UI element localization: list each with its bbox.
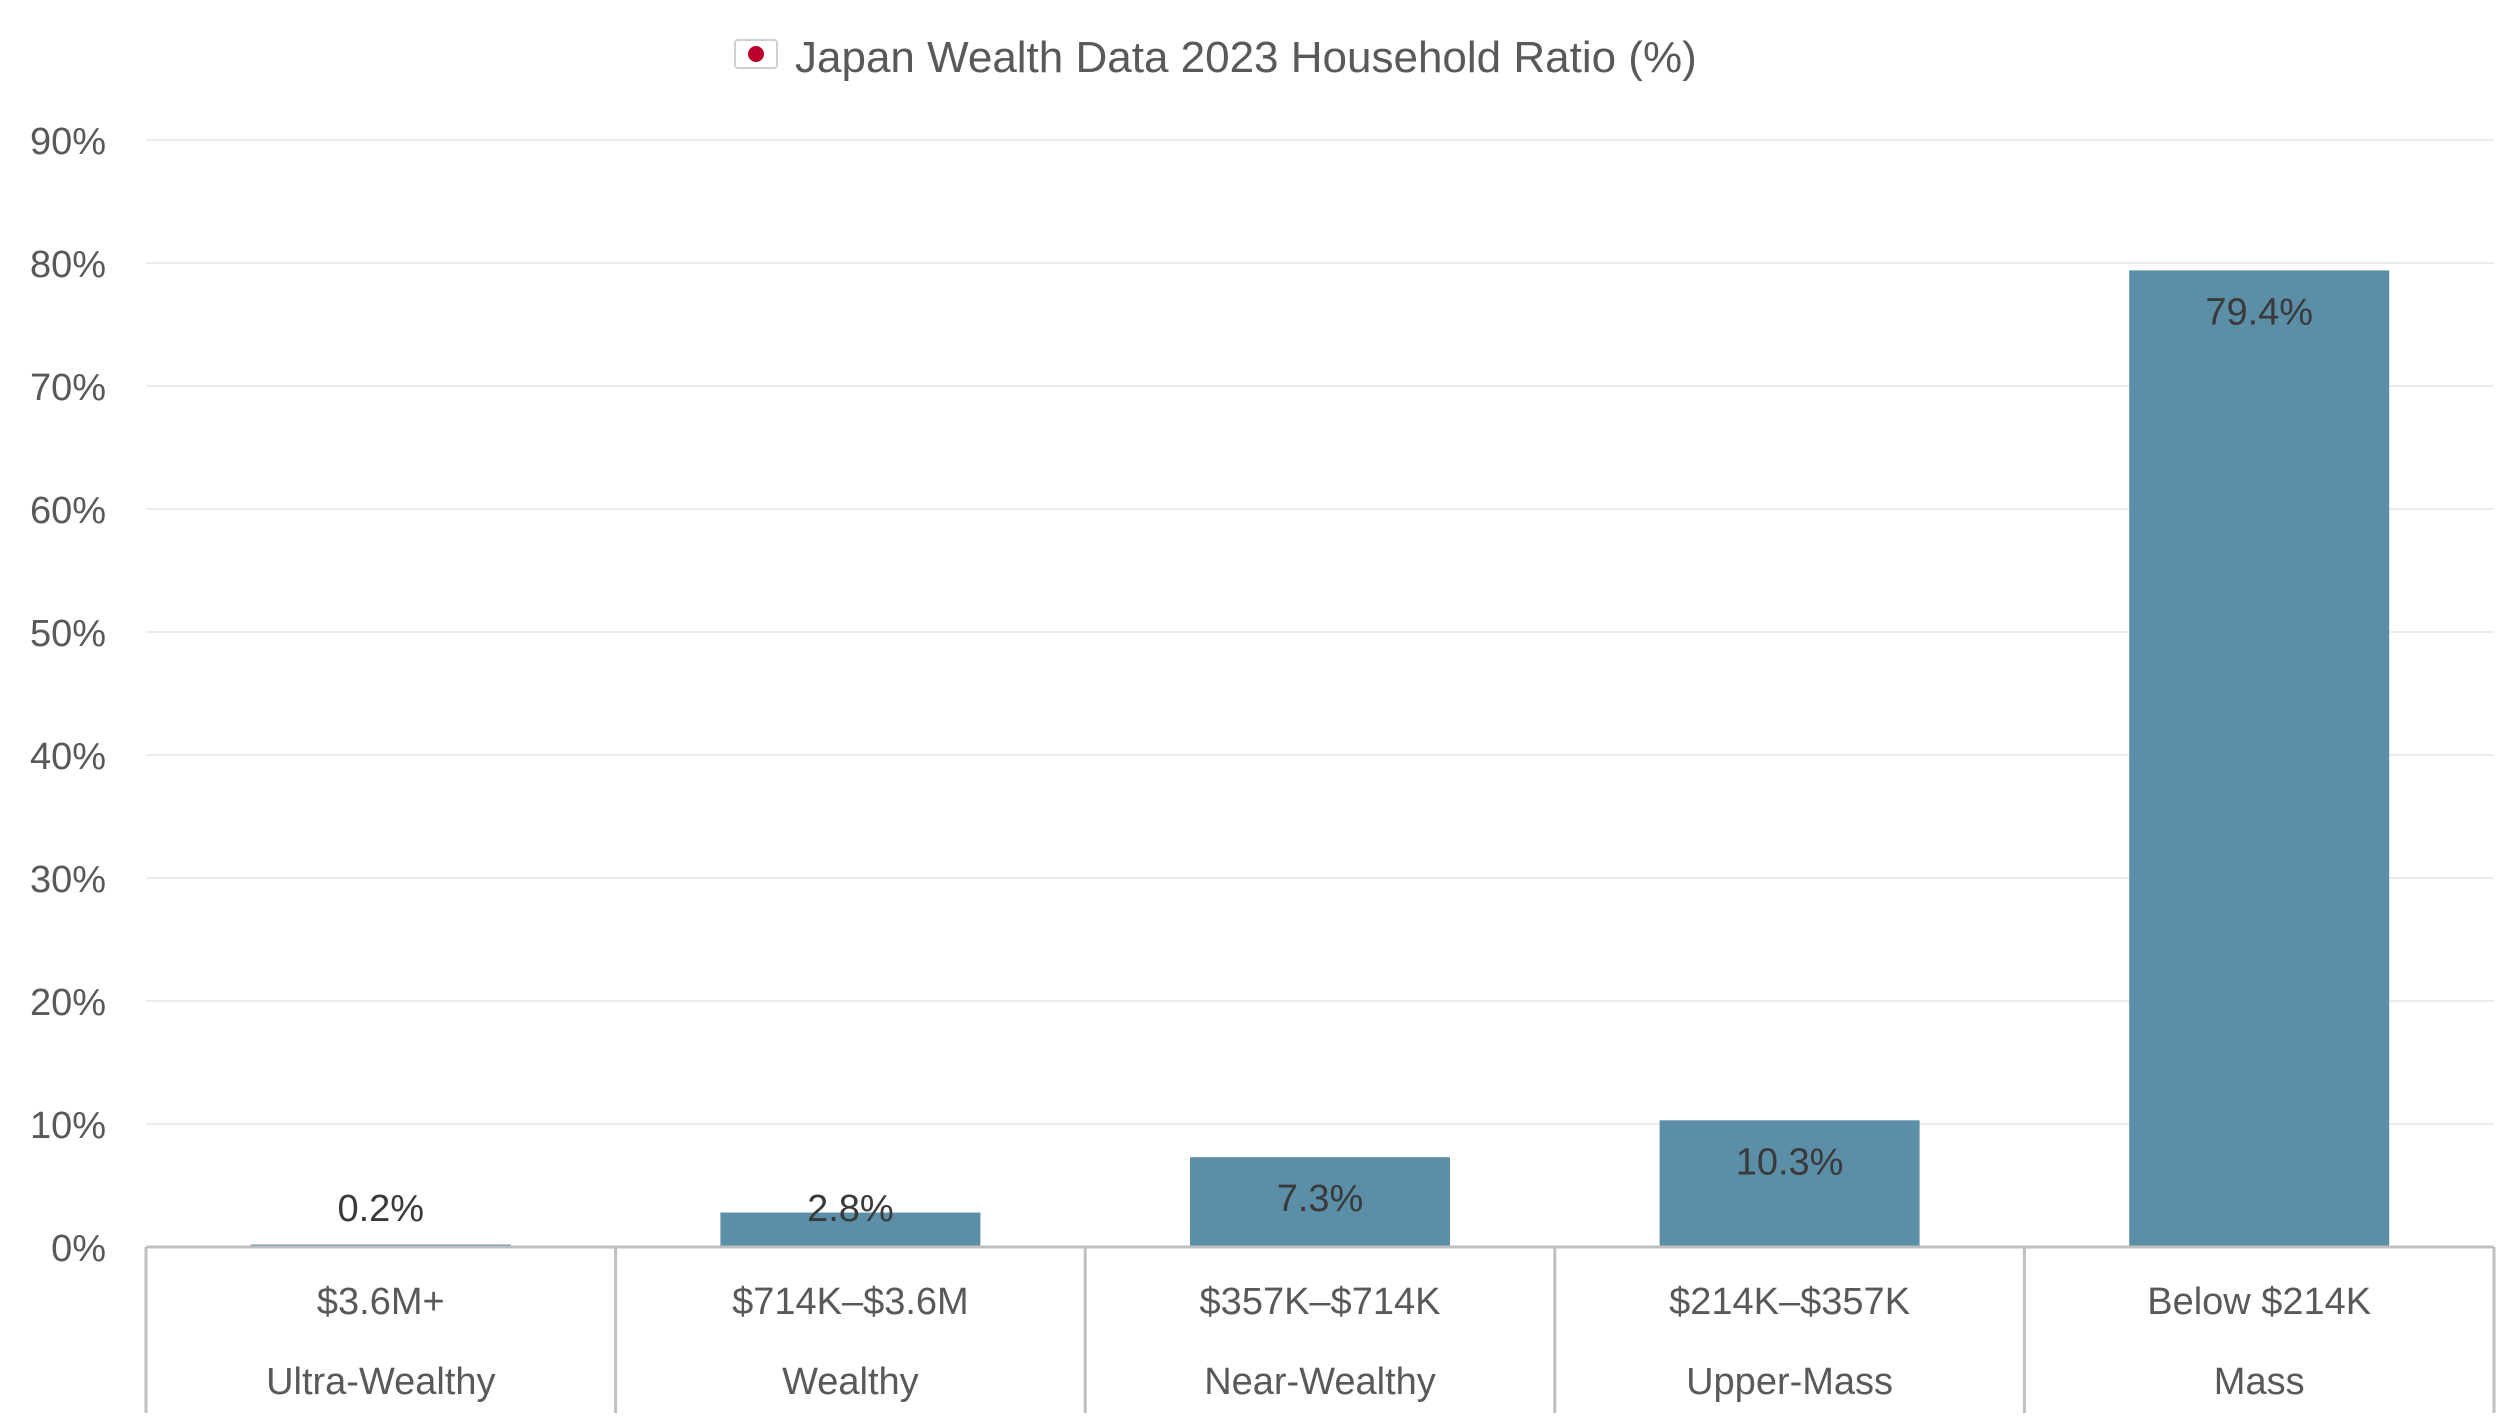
y-tick-label: 0% xyxy=(51,1228,106,1270)
category-range-label: $3.6M+ xyxy=(317,1281,445,1323)
japan-flag-icon xyxy=(734,39,778,69)
chart-title: Japan Wealth Data 2023 Household Ratio (… xyxy=(795,33,1697,82)
category-range-label: $357K–$714K xyxy=(1200,1281,1441,1323)
bar xyxy=(720,1212,981,1247)
category-segment-label: Ultra-Wealthy xyxy=(266,1361,495,1403)
y-axis-tick-labels: 0% 10% 20% 30% 40% 50% 60% 70% 80% 90% xyxy=(30,121,106,1270)
bar xyxy=(2129,270,2390,1247)
category-range-label: Below $214K xyxy=(2147,1281,2371,1323)
y-tick-label: 80% xyxy=(30,244,106,286)
bars xyxy=(250,270,2390,1247)
y-tick-label: 60% xyxy=(30,490,106,532)
bar xyxy=(1190,1157,1450,1247)
chart-title-group: Japan Wealth Data 2023 Household Ratio (… xyxy=(734,33,1697,82)
data-label: 7.3% xyxy=(1277,1178,1364,1220)
y-tick-label: 40% xyxy=(30,736,106,778)
y-tick-label: 70% xyxy=(30,367,106,409)
data-labels: 0.2% 2.8% 7.3% 10.3% 79.4% xyxy=(337,291,2313,1230)
category-axis: $3.6M+ Ultra-Wealthy $714K–$3.6M Wealthy $35… xyxy=(144,1245,2496,1413)
y-tick-label: 10% xyxy=(30,1105,106,1147)
data-label: 0.2% xyxy=(337,1188,424,1230)
y-tick-label: 90% xyxy=(30,121,106,163)
data-label: 10.3% xyxy=(1736,1141,1844,1183)
y-tick-label: 20% xyxy=(30,982,106,1024)
category-segment-label: Mass xyxy=(2214,1361,2305,1403)
data-label: 2.8% xyxy=(807,1188,894,1230)
y-tick-label: 50% xyxy=(30,613,106,655)
category-segment-label: Near-Wealthy xyxy=(1204,1361,1436,1403)
category-range-label: $214K–$357K xyxy=(1669,1281,1910,1323)
category-segment-label: Upper-Mass xyxy=(1686,1361,1893,1403)
y-tick-label: 30% xyxy=(30,859,106,901)
category-segment-label: Wealthy xyxy=(782,1361,919,1403)
category-range-label: $714K–$3.6M xyxy=(732,1281,969,1323)
data-label: 79.4% xyxy=(2205,291,2313,333)
bar xyxy=(1659,1120,1920,1247)
grid-lines xyxy=(146,139,2494,1125)
